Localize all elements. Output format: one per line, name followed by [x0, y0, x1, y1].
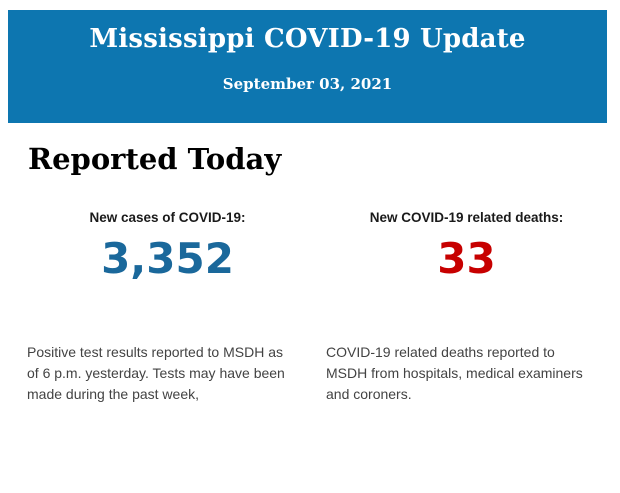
stats-columns: New cases of COVID-19: 3,352 Positive te…	[27, 209, 608, 405]
new-deaths-description: COVID-19 related deaths reported to MSDH…	[326, 344, 583, 402]
report-date: September 03, 2021	[222, 75, 393, 93]
new-cases-label: New cases of COVID-19:	[89, 210, 246, 225]
new-deaths-value: 33	[437, 234, 496, 283]
header-banner: Mississippi COVID-19 Update September 03…	[8, 10, 607, 123]
new-cases-description: Positive test results reported to MSDH a…	[27, 344, 285, 402]
stat-new-cases: New cases of COVID-19: 3,352 Positive te…	[27, 209, 308, 405]
page-title: Mississippi COVID-19 Update	[89, 24, 526, 54]
section-title-reported-today: Reported Today	[28, 142, 282, 176]
stat-new-deaths: New COVID-19 related deaths: 33 COVID-19…	[326, 209, 607, 405]
new-deaths-label: New COVID-19 related deaths:	[369, 210, 564, 225]
new-cases-value: 3,352	[101, 234, 234, 283]
